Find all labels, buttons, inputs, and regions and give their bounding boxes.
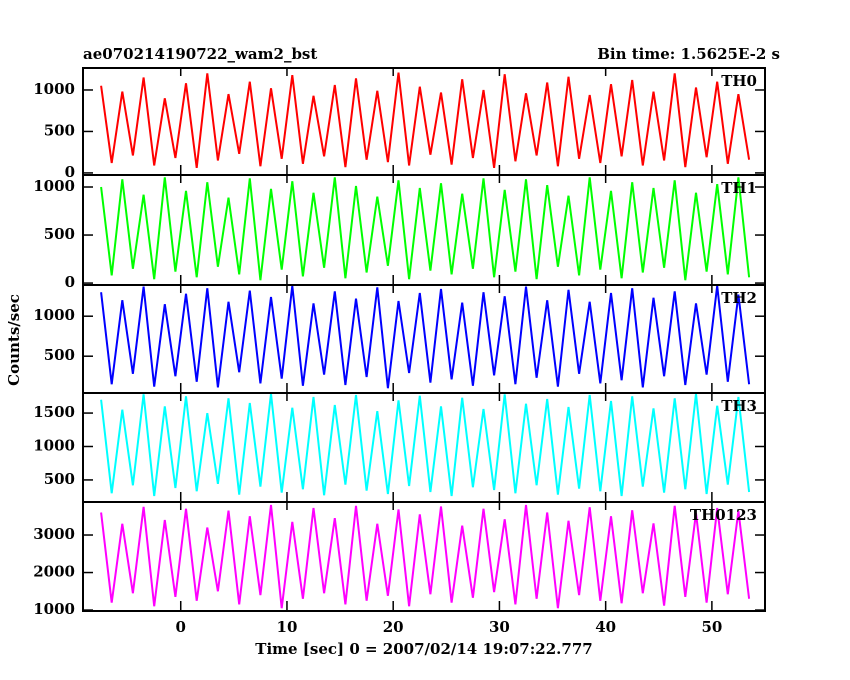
chart-title: ae070214190722_wam2_bst	[83, 45, 317, 63]
x-tick-label: 10	[277, 618, 298, 636]
y-tick-label: 1000	[33, 306, 75, 324]
y-tick-label: 1500	[33, 403, 75, 421]
panel-label: TH0123	[690, 506, 757, 524]
y-tick-label: 500	[44, 121, 75, 139]
y-tick-label: 3000	[33, 525, 75, 543]
x-tick-label: 40	[595, 618, 616, 636]
panel-frame	[82, 501, 766, 612]
series-line	[100, 177, 751, 281]
y-tick-label: 2000	[33, 563, 75, 581]
y-tick-label: 500	[44, 470, 75, 488]
series-line	[100, 504, 751, 609]
x-tick-label: 50	[701, 618, 722, 636]
x-tick-label: 30	[489, 618, 510, 636]
x-tick-label: 0	[176, 618, 186, 636]
y-tick-label: 0	[65, 273, 75, 291]
panel-label: TH1	[721, 179, 757, 197]
series-line	[100, 72, 751, 169]
chart-subtitle: Bin time: 1.5625E-2 s	[597, 45, 780, 63]
panel-label: TH2	[721, 289, 757, 307]
y-tick-label: 1000	[33, 600, 75, 618]
x-axis-label: Time [sec] 0 = 2007/02/14 19:07:22.777	[255, 640, 592, 658]
panel-label: TH3	[721, 397, 757, 415]
y-tick-label: 0	[65, 163, 75, 181]
panel-label: TH0	[721, 72, 757, 90]
y-tick-label: 500	[44, 346, 75, 364]
series-line	[100, 285, 751, 389]
y-tick-label: 1000	[33, 80, 75, 98]
series-line	[100, 393, 751, 497]
y-axis-label: Counts/sec	[5, 294, 23, 386]
y-tick-label: 500	[44, 225, 75, 243]
y-tick-label: 1000	[33, 177, 75, 195]
y-tick-label: 1000	[33, 436, 75, 454]
x-tick-label: 20	[383, 618, 404, 636]
